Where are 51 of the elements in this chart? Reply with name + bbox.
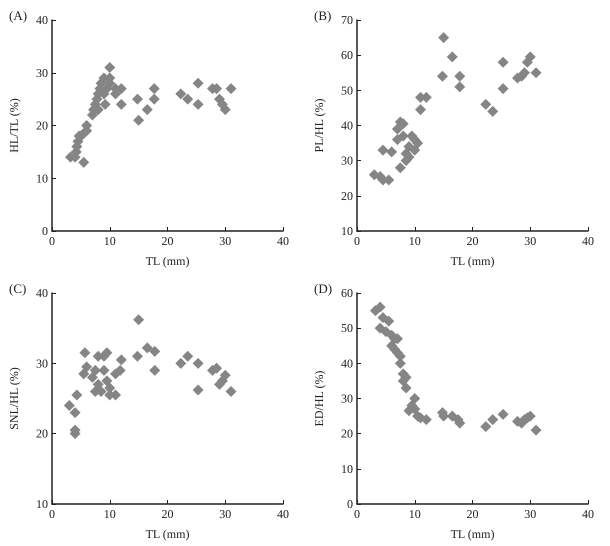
y-tick-label: 70	[341, 13, 353, 27]
y-tick-label: 20	[36, 118, 48, 132]
y-axis-title: ED/HL (%)	[312, 370, 326, 426]
y-tick-label: 30	[36, 356, 48, 370]
y-tick-label: 20	[341, 426, 353, 441]
y-tick-label: 40	[36, 286, 48, 300]
x-tick-label: 40	[582, 507, 594, 521]
y-tick-label: 10	[341, 462, 353, 476]
x-tick-label: 10	[408, 234, 421, 248]
y-tick-label: 20	[341, 188, 353, 203]
y-tick-label: 40	[341, 356, 353, 370]
chart-title: (B)	[314, 8, 332, 23]
x-axis-title: TL (mm)	[450, 527, 494, 541]
x-axis-title: TL (mm)	[146, 254, 190, 268]
chart-title: (D)	[314, 281, 332, 296]
y-axis-title: HL/TL (%)	[7, 98, 21, 153]
x-axis-title: TL (mm)	[450, 254, 494, 268]
y-tick-label: 20	[36, 426, 48, 441]
y-tick-label: 60	[341, 48, 353, 62]
x-tick-label: 10	[104, 234, 116, 248]
y-axis-title: SNL/HL (%)	[7, 367, 21, 430]
y-tick-label: 40	[341, 118, 353, 132]
x-tick-label: 20	[466, 507, 478, 521]
y-axis-title: PL/HL (%)	[312, 98, 326, 152]
x-tick-label: 10	[408, 507, 421, 521]
y-tick-label: 0	[42, 224, 48, 238]
x-tick-label: 30	[219, 507, 232, 521]
y-tick-label: 50	[341, 321, 353, 336]
x-tick-label: 20	[466, 234, 478, 248]
x-tick-label: 20	[162, 507, 174, 521]
y-tick-label: 30	[341, 154, 353, 168]
x-axis-title: TL (mm)	[146, 527, 190, 541]
y-tick-label: 30	[36, 66, 48, 80]
y-tick-label: 40	[36, 13, 48, 27]
y-tick-label: 30	[341, 392, 353, 406]
y-tick-label: 10	[36, 171, 48, 186]
x-tick-label: 10	[104, 507, 116, 521]
x-tick-label: 40	[582, 234, 594, 248]
y-tick-label: 50	[341, 83, 353, 98]
x-tick-label: 40	[277, 234, 289, 248]
y-tick-label: 0	[347, 497, 353, 511]
y-tick-label: 10	[36, 497, 48, 511]
chart-title: (C)	[9, 281, 26, 296]
x-tick-label: 30	[524, 507, 536, 521]
x-tick-label: 20	[162, 234, 174, 248]
chart-title: (A)	[9, 8, 28, 23]
y-tick-label: 60	[341, 286, 353, 300]
x-tick-label: 30	[524, 234, 536, 248]
x-tick-label: 30	[219, 234, 232, 248]
x-tick-label: 40	[277, 507, 289, 521]
y-tick-label: 10	[341, 224, 353, 238]
